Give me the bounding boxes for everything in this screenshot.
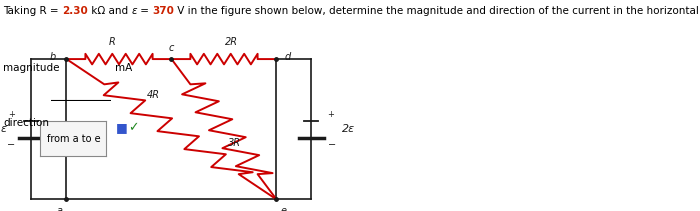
Text: ✓: ✓: [128, 121, 139, 134]
Text: +: +: [328, 110, 335, 119]
Text: kΩ and: kΩ and: [88, 6, 132, 16]
Text: mA: mA: [116, 63, 133, 73]
Text: V in the figure shown below, determine the magnitude and direction of the curren: V in the figure shown below, determine t…: [174, 6, 700, 16]
Text: from a to e: from a to e: [46, 134, 100, 144]
Text: magnitude: magnitude: [4, 63, 60, 73]
Text: R: R: [108, 38, 116, 47]
Text: −: −: [7, 140, 15, 150]
Text: 4R: 4R: [147, 90, 160, 100]
Text: 2ε: 2ε: [342, 124, 355, 134]
Text: e: e: [281, 206, 286, 211]
Text: +: +: [8, 110, 15, 119]
Text: d: d: [285, 52, 291, 62]
Text: ε: ε: [132, 6, 137, 16]
Text: ■: ■: [116, 121, 127, 134]
Text: Taking R =: Taking R =: [4, 6, 62, 16]
Text: b: b: [50, 52, 56, 62]
Text: c: c: [169, 43, 174, 53]
Text: =: =: [137, 6, 153, 16]
Text: −: −: [328, 140, 336, 150]
Text: 2.30: 2.30: [62, 6, 88, 16]
Text: 2R: 2R: [225, 38, 237, 47]
Text: ε: ε: [1, 124, 6, 134]
Text: direction: direction: [4, 118, 50, 128]
Text: 3R: 3R: [228, 138, 241, 148]
Text: a: a: [57, 206, 62, 211]
Text: 370: 370: [153, 6, 174, 16]
